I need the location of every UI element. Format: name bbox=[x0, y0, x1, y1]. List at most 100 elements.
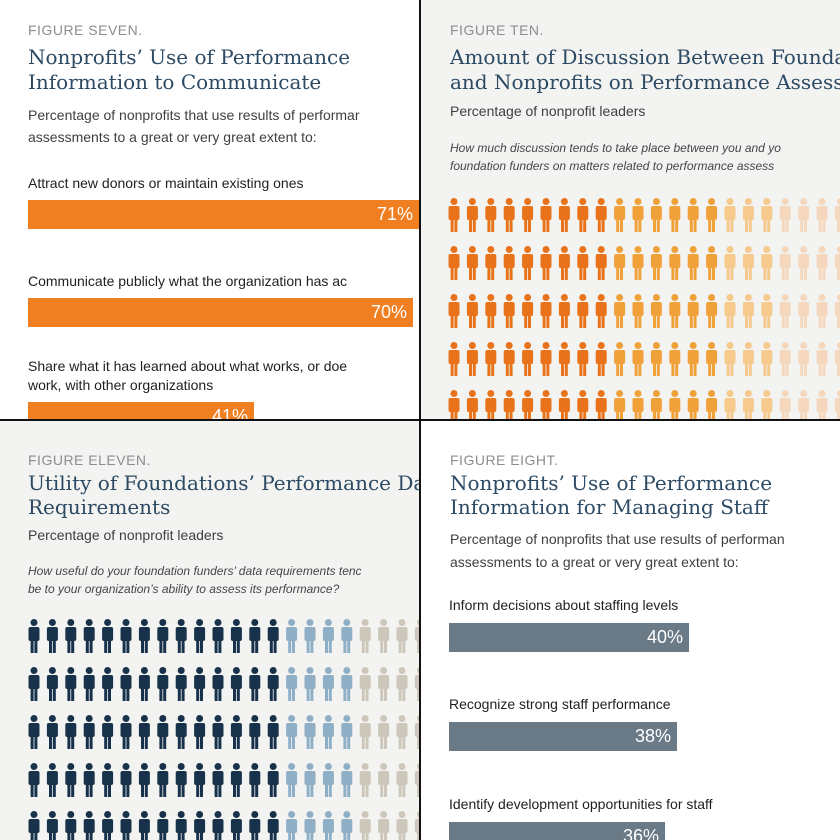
eleven-person-icon bbox=[359, 619, 371, 653]
eleven-person-icon bbox=[304, 811, 316, 840]
eleven-person-icon bbox=[322, 667, 334, 701]
figure-eight-label: FIGURE EIGHT. bbox=[450, 452, 559, 468]
ten-person-icon bbox=[706, 342, 718, 376]
figure-seven-panel: FIGURE SEVEN. Nonprofits’ Use of Perform… bbox=[0, 0, 420, 420]
ten-person-icon bbox=[540, 342, 552, 376]
ten-person-icon bbox=[669, 246, 681, 280]
eleven-person-icon bbox=[46, 667, 58, 701]
ten-person-icon bbox=[834, 390, 840, 420]
ten-person-icon bbox=[742, 342, 754, 376]
eleven-person-icon bbox=[396, 667, 408, 701]
eleven-person-icon bbox=[28, 763, 40, 797]
eleven-person-icon bbox=[212, 619, 224, 653]
ten-person-icon bbox=[669, 390, 681, 420]
ten-person-icon bbox=[522, 342, 534, 376]
eight-bar-value-label: 36% bbox=[622, 826, 659, 840]
ten-person-icon bbox=[614, 198, 626, 232]
ten-person-icon bbox=[798, 390, 810, 420]
eleven-person-icon bbox=[65, 619, 77, 653]
eleven-person-icon bbox=[175, 763, 187, 797]
ten-person-icon bbox=[522, 198, 534, 232]
figure-ten-title-line1: Amount of Discussion Between Founda bbox=[450, 45, 840, 69]
ten-person-icon bbox=[540, 390, 552, 420]
ten-person-icon bbox=[503, 198, 515, 232]
figure-eleven-question-line1: How useful do your foundation funders’ d… bbox=[28, 564, 362, 578]
ten-person-icon bbox=[650, 198, 662, 232]
ten-person-icon bbox=[706, 246, 718, 280]
ten-person-icon bbox=[632, 246, 644, 280]
eleven-person-icon bbox=[120, 619, 132, 653]
eight-bar: 40% bbox=[449, 623, 689, 652]
ten-person-icon bbox=[816, 390, 828, 420]
eleven-person-icon bbox=[194, 763, 206, 797]
eleven-person-icon bbox=[378, 619, 390, 653]
eleven-person-icon bbox=[378, 715, 390, 749]
figure-eleven-pictogram bbox=[28, 619, 420, 840]
ten-person-icon bbox=[485, 342, 497, 376]
eleven-person-icon bbox=[322, 811, 334, 840]
ten-person-icon bbox=[761, 294, 773, 328]
eleven-person-icon bbox=[138, 667, 150, 701]
eleven-person-icon bbox=[28, 619, 40, 653]
ten-person-icon bbox=[798, 294, 810, 328]
figure-seven-subtitle-line2: assessments to a great or very great ext… bbox=[28, 129, 317, 145]
ten-person-icon bbox=[558, 198, 570, 232]
eleven-person-icon bbox=[83, 715, 95, 749]
figure-eight-title-line1: Nonprofits’ Use of Performance bbox=[450, 471, 773, 495]
eleven-person-icon bbox=[322, 715, 334, 749]
ten-person-icon bbox=[650, 342, 662, 376]
figure-ten-title-line2: and Nonprofits on Performance Assessn bbox=[450, 70, 840, 94]
figure-eleven-question-line2: be to your organization’s ability to ass… bbox=[28, 582, 340, 596]
ten-person-icon bbox=[742, 198, 754, 232]
ten-person-icon bbox=[632, 342, 644, 376]
figure-ten-label: FIGURE TEN. bbox=[450, 22, 544, 38]
figure-ten-question-line2: foundation funders on matters related to… bbox=[450, 159, 775, 173]
figure-eleven-title-line2: Requirements bbox=[28, 495, 171, 519]
eleven-person-icon bbox=[194, 811, 206, 840]
ten-person-icon bbox=[614, 246, 626, 280]
ten-person-icon bbox=[558, 246, 570, 280]
ten-person-icon bbox=[577, 294, 589, 328]
eleven-person-icon bbox=[120, 811, 132, 840]
eleven-person-icon bbox=[83, 763, 95, 797]
eleven-person-icon bbox=[138, 715, 150, 749]
ten-person-icon bbox=[706, 294, 718, 328]
figure-eight-title-line2: Information for Managing Staff bbox=[450, 495, 769, 519]
ten-person-icon bbox=[595, 198, 607, 232]
ten-person-icon bbox=[761, 246, 773, 280]
eleven-person-icon bbox=[230, 811, 242, 840]
eleven-person-icon bbox=[267, 811, 279, 840]
ten-person-icon bbox=[779, 390, 791, 420]
ten-person-icon bbox=[558, 390, 570, 420]
seven-category-label: work, with other organizations bbox=[28, 377, 214, 393]
ten-person-icon bbox=[650, 246, 662, 280]
eleven-person-icon bbox=[378, 667, 390, 701]
ten-person-icon bbox=[503, 294, 515, 328]
eleven-person-icon bbox=[102, 667, 114, 701]
ten-person-icon bbox=[742, 390, 754, 420]
eleven-person-icon bbox=[212, 811, 224, 840]
seven-bar-value-label: 71% bbox=[376, 204, 413, 224]
ten-person-icon bbox=[724, 342, 736, 376]
eleven-person-icon bbox=[267, 619, 279, 653]
eleven-person-icon bbox=[359, 811, 371, 840]
eleven-person-icon bbox=[65, 715, 77, 749]
eleven-person-icon bbox=[304, 763, 316, 797]
eleven-person-icon bbox=[378, 811, 390, 840]
eleven-person-icon bbox=[120, 763, 132, 797]
ten-person-icon bbox=[834, 246, 840, 280]
eleven-person-icon bbox=[46, 619, 58, 653]
seven-bar: 70% bbox=[28, 298, 413, 327]
eleven-person-icon bbox=[83, 619, 95, 653]
ten-person-icon bbox=[632, 390, 644, 420]
eight-bar-value-label: 40% bbox=[646, 627, 683, 647]
ten-person-icon bbox=[522, 246, 534, 280]
figure-seven-label: FIGURE SEVEN. bbox=[28, 22, 143, 38]
ten-person-icon bbox=[448, 390, 460, 420]
eleven-person-icon bbox=[359, 763, 371, 797]
eleven-person-icon bbox=[230, 619, 242, 653]
ten-person-icon bbox=[485, 390, 497, 420]
eleven-person-icon bbox=[322, 763, 334, 797]
eleven-person-icon bbox=[304, 619, 316, 653]
ten-person-icon bbox=[724, 198, 736, 232]
